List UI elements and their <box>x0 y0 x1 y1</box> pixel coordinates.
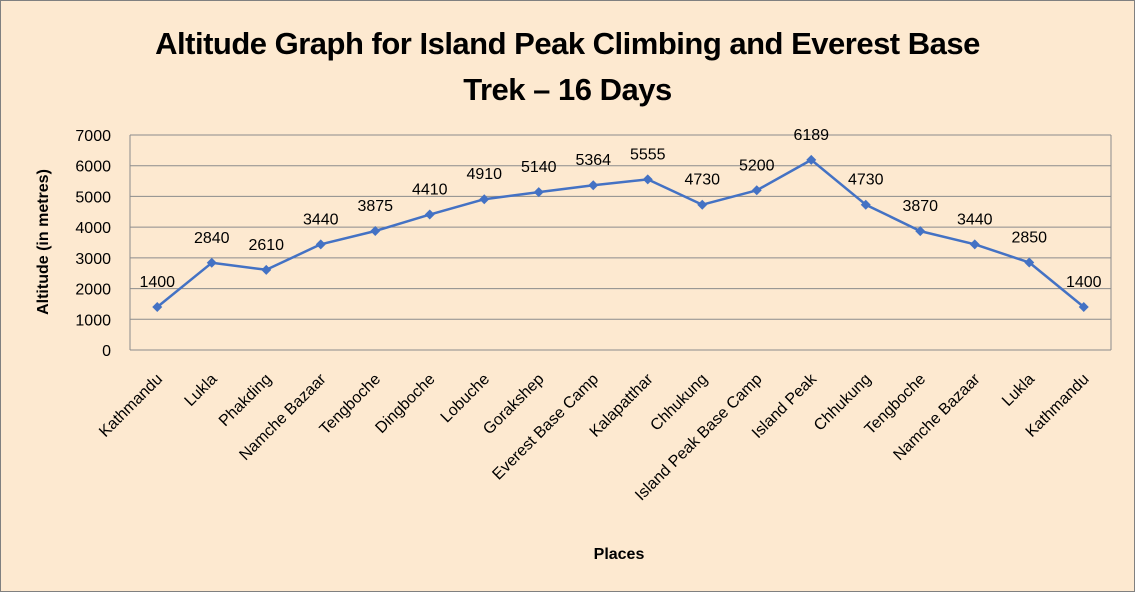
diamond-marker <box>479 194 490 205</box>
data-label: 4410 <box>412 182 448 199</box>
y-tick-label: 2000 <box>75 282 111 299</box>
diamond-marker <box>152 302 163 312</box>
diamond-marker <box>206 257 217 268</box>
y-tick-label: 7000 <box>75 128 111 145</box>
data-series <box>152 154 1089 312</box>
y-tick-label: 5000 <box>75 189 111 206</box>
x-category-label: Lukla <box>182 371 221 410</box>
diamond-marker <box>806 154 817 165</box>
y-tick-label: 3000 <box>75 251 111 268</box>
diamond-marker <box>424 209 435 220</box>
data-label: 3440 <box>957 211 993 228</box>
chart-title: Altitude Graph for Island Peak Climbing … <box>1 21 1134 113</box>
diamond-marker <box>261 264 272 275</box>
data-label: 4730 <box>848 172 884 189</box>
diamond-marker <box>588 180 599 191</box>
y-tick-label: 1000 <box>75 312 111 329</box>
x-category-label: Lukla <box>999 371 1038 410</box>
chart-title-line-2: Trek – 16 Days <box>463 72 672 107</box>
data-label: 5364 <box>575 152 611 169</box>
diamond-marker <box>751 185 762 196</box>
data-label: 5200 <box>739 157 775 174</box>
data-label: 1400 <box>139 274 175 291</box>
diamond-marker <box>315 239 326 250</box>
data-label: 5140 <box>521 159 557 176</box>
data-label: 2850 <box>1011 229 1047 246</box>
diamond-marker <box>860 199 871 210</box>
diamond-marker <box>1078 302 1089 312</box>
data-label: 4910 <box>466 166 502 183</box>
y-axis-ticks: 0 1000 2000 3000 4000 5000 6000 7000 <box>75 128 111 360</box>
diamond-marker <box>969 239 980 250</box>
x-category-label: Kathmandu <box>96 371 166 441</box>
data-label: 6189 <box>793 127 829 144</box>
data-label: 2610 <box>248 237 284 254</box>
data-labels: 1400 2840 2610 3440 3875 4410 4910 5140 5364 5555… <box>139 127 1101 291</box>
y-tick-label: 6000 <box>75 159 111 176</box>
diamond-marker <box>370 225 381 236</box>
y-tick-label: 0 <box>102 343 111 360</box>
data-label: 3440 <box>303 211 339 228</box>
x-category-label: Lobuche <box>438 371 494 427</box>
x-axis-title: Places <box>594 546 645 563</box>
gridlines <box>129 134 1112 351</box>
data-label: 3875 <box>357 198 393 215</box>
data-label: 4730 <box>684 172 720 189</box>
x-category-label: Dingboche <box>372 371 438 437</box>
diamond-marker <box>1024 257 1035 268</box>
diamond-marker <box>915 226 926 237</box>
diamond-marker <box>642 174 653 185</box>
data-label: 3870 <box>902 198 938 215</box>
data-label: 2840 <box>194 230 230 247</box>
y-axis-title: Altitude (in metres) <box>35 169 52 315</box>
diamond-marker <box>533 187 544 198</box>
series-line <box>156 158 1085 308</box>
data-label: 5555 <box>630 146 666 163</box>
data-label: 1400 <box>1066 274 1102 291</box>
x-category-label: Everest Base Camp <box>489 371 602 484</box>
y-tick-label: 4000 <box>75 220 111 237</box>
diamond-marker <box>697 199 708 210</box>
chart-title-line-1: Altitude Graph for Island Peak Climbing … <box>155 26 980 61</box>
